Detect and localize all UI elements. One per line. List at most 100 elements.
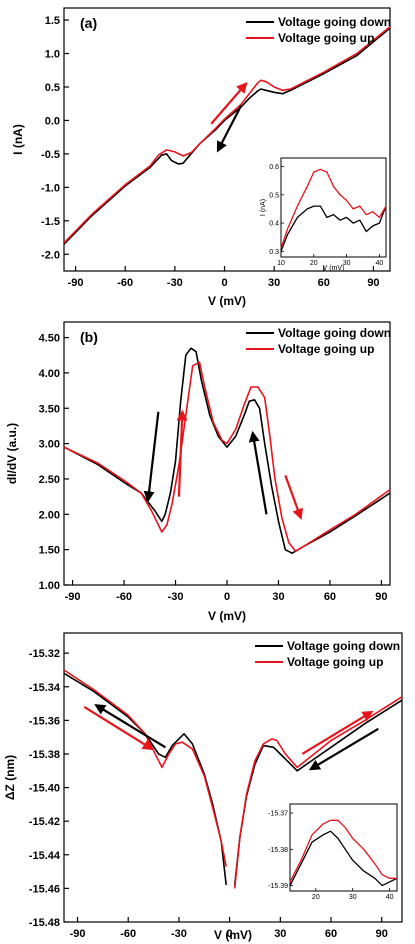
chart-panel-1: -90 -60 -30 0 30 60 90 -2.0 -1.5 -1.0 -0.5 0.0 0.5 1.… <box>11 7 391 308</box>
x-tick-label: -90 <box>70 928 86 940</box>
arrow-annotation-black <box>308 727 379 771</box>
panel-label: (b) <box>80 329 98 345</box>
series-line-voltage-going-down-0 <box>63 672 227 886</box>
chart-panel-3: -90 -60 -30 0 30 60 90 -15.48 -15.46 -15.44 -15.42… <box>3 632 403 942</box>
plot-frame <box>63 321 391 586</box>
y-tick-label: 2.00 <box>39 509 60 521</box>
x-tick-label: 30 <box>268 277 280 289</box>
inset-chart: 20 30 40 -15.37 -15.38 -15.39 <box>268 803 398 901</box>
legend-entry: Voltage going down <box>287 639 400 653</box>
series-line-voltage-going-up-1 <box>63 361 391 552</box>
x-tick-label: -90 <box>65 591 81 603</box>
inset-x-tick-label: 20 <box>312 894 320 901</box>
arrow-annotation-red <box>176 409 188 497</box>
x-tick-label: 0 <box>224 591 230 603</box>
series-line-voltage-going-down-0 <box>63 347 391 554</box>
inset-x-tick-label: 20 <box>310 260 318 267</box>
y-tick-label: 4.50 <box>39 333 60 345</box>
y-tick-label: 3.50 <box>39 403 60 415</box>
inset-y-tick-label: -15.39 <box>268 883 288 890</box>
plot-frame <box>63 632 403 923</box>
x-tick-label: 60 <box>318 277 330 289</box>
x-tick-label: -90 <box>68 277 84 289</box>
y-tick-label: 1.50 <box>39 545 60 557</box>
series-line-voltage-going-up-3 <box>233 696 403 889</box>
series-line-voltage-going-up-2 <box>63 669 227 867</box>
inset-x-tick-label: 40 <box>376 260 384 267</box>
y-tick-label: 0.5 <box>45 82 60 94</box>
inset-x-tick-label: 30 <box>343 260 351 267</box>
y-tick-label: 1.0 <box>45 49 60 61</box>
arrow-annotation-red <box>301 710 374 755</box>
arrow-annotation-black <box>143 411 160 503</box>
inset-x-tick-label: 30 <box>349 894 357 901</box>
y-tick-label: 3.00 <box>39 439 60 451</box>
legend-entry: Voltage going down <box>278 15 391 29</box>
inset-x-axis-label: V (mV) <box>323 265 345 272</box>
arrow-annotation-black <box>216 105 243 153</box>
y-tick-label: 0.0 <box>45 115 60 127</box>
x-tick-label: 90 <box>375 591 387 603</box>
legend-entry: Voltage going up <box>278 342 374 356</box>
x-tick-label: 90 <box>367 277 379 289</box>
y-axis-label: I (nA) <box>11 124 25 155</box>
series-line-voltage-going-up-1 <box>63 26 391 244</box>
inset-y-tick-label: 0.3 <box>269 249 279 256</box>
x-axis-label: V (mV) <box>214 928 252 942</box>
y-tick-label: -15.36 <box>29 715 60 727</box>
inset-y-tick-label: 0.6 <box>269 164 279 171</box>
y-tick-label: -1.0 <box>41 182 60 194</box>
x-tick-label: 0 <box>227 928 233 940</box>
inset-y-tick-label: 0.4 <box>269 221 279 228</box>
y-tick-label: 1.00 <box>39 580 60 592</box>
inset-frame <box>280 157 387 258</box>
y-tick-label: -1.5 <box>41 216 60 228</box>
y-tick-label: 4.00 <box>39 368 60 380</box>
y-axis-label: ΔZ (nm) <box>3 755 17 800</box>
y-tick-label: -15.32 <box>29 648 60 660</box>
x-tick-label: 90 <box>376 928 388 940</box>
y-tick-label: 1.5 <box>45 15 60 27</box>
arrow-annotation-red <box>83 705 154 751</box>
y-tick-label: -2.0 <box>41 249 60 261</box>
chart-panel-2: -90 -60 -30 0 30 60 90 1.00 1.50 2.00 2.50 3.00 3.50… <box>5 321 391 623</box>
y-tick-label: -15.46 <box>29 883 60 895</box>
y-tick-label: -15.42 <box>29 816 60 828</box>
inset-series-line-0 <box>289 830 398 887</box>
inset-y-tick-label: -15.38 <box>268 847 288 854</box>
y-tick-label: -15.34 <box>29 682 61 694</box>
arrow-annotation-black <box>248 430 268 515</box>
arrow-annotation-red <box>210 81 248 125</box>
inset-y-tick-label: 0.5 <box>269 192 279 199</box>
x-tick-label: -30 <box>171 928 187 940</box>
series-line-voltage-going-down-0 <box>63 27 391 245</box>
y-tick-label: -15.48 <box>29 917 60 929</box>
y-tick-label: -15.38 <box>29 749 60 761</box>
panel-label: (a) <box>80 15 97 31</box>
y-tick-label: -15.44 <box>29 850 61 862</box>
inset-series-line-1 <box>280 168 387 249</box>
inset-series-line-0 <box>280 205 387 252</box>
legend-entry: Voltage going up <box>287 655 383 669</box>
x-tick-label: 60 <box>325 928 337 940</box>
x-tick-label: 30 <box>274 928 286 940</box>
plot-frame <box>63 7 391 272</box>
inset-series-line-1 <box>289 819 397 883</box>
y-tick-label: -0.5 <box>41 149 60 161</box>
x-tick-label: -60 <box>116 591 132 603</box>
legend-entry: Voltage going up <box>278 31 374 45</box>
inset-x-tick-label: 40 <box>386 894 394 901</box>
arrow-annotation-red <box>284 475 303 520</box>
y-tick-label: 2.50 <box>39 474 60 486</box>
x-tick-label: 0 <box>221 277 227 289</box>
inset-chart: 10 20 30 40 0.3 0.4 0.5 0.6 V (mV) I (nA) <box>260 157 387 272</box>
x-tick-label: 60 <box>324 591 336 603</box>
x-axis-label: V (mV) <box>208 294 246 308</box>
legend-entry: Voltage going down <box>278 326 391 340</box>
x-tick-label: 30 <box>272 591 284 603</box>
inset-y-tick-label: -15.37 <box>268 811 288 818</box>
x-axis-label: V (mV) <box>208 609 246 623</box>
x-tick-label: -60 <box>120 928 136 940</box>
x-tick-label: -60 <box>117 277 133 289</box>
